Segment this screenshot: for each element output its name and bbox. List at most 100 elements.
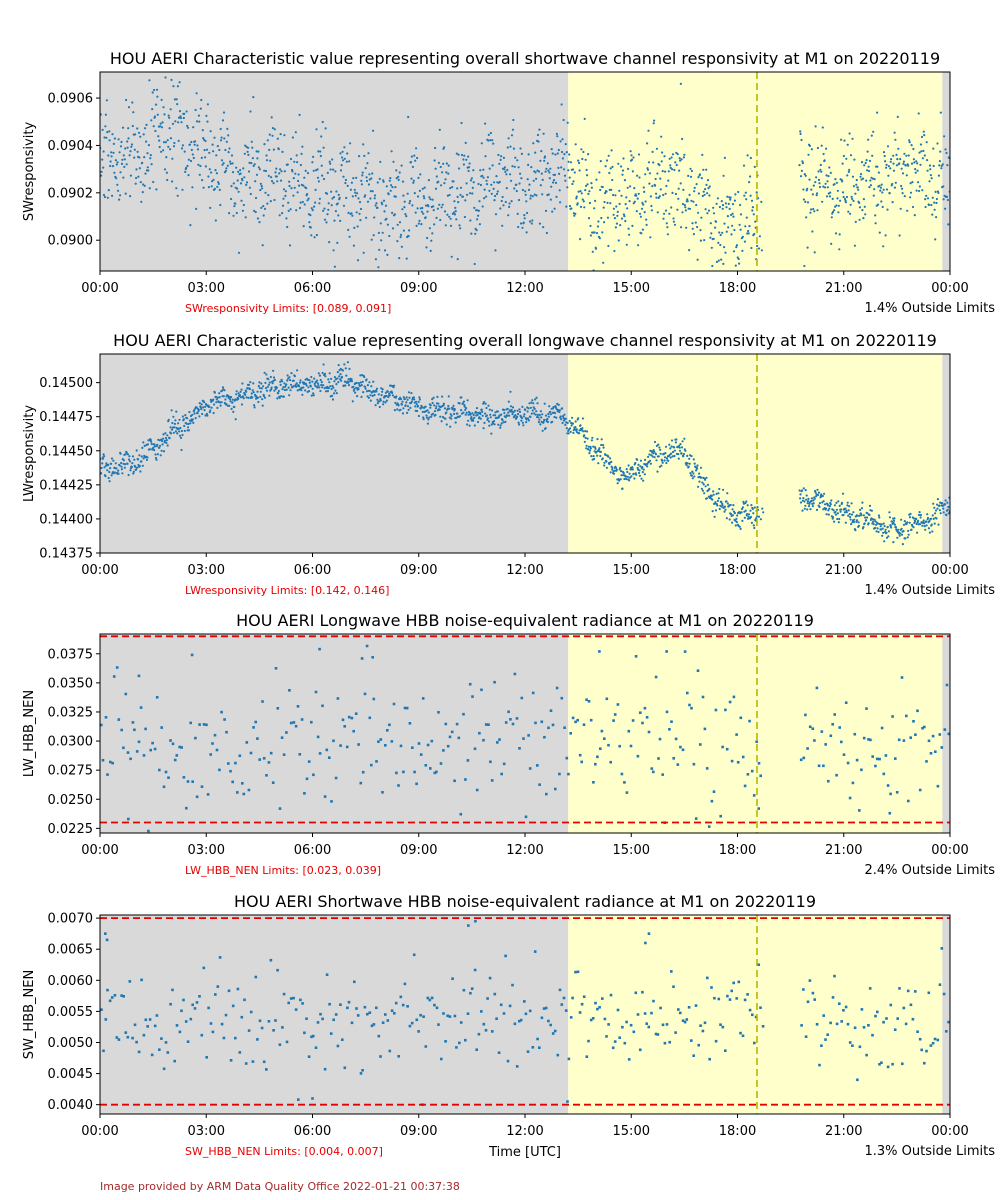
data-point xyxy=(552,406,555,409)
data-point xyxy=(308,379,311,382)
data-point xyxy=(446,194,449,197)
data-point xyxy=(311,161,314,164)
data-point xyxy=(151,741,154,745)
data-point xyxy=(536,1037,539,1041)
data-point xyxy=(341,1038,344,1041)
data-point xyxy=(808,178,811,181)
data-point xyxy=(381,203,384,206)
data-point xyxy=(416,195,420,198)
data-point xyxy=(412,396,415,399)
data-point xyxy=(182,998,185,1002)
data-point xyxy=(798,164,801,167)
data-point xyxy=(576,970,580,974)
data-point xyxy=(258,168,261,171)
data-point xyxy=(516,409,519,412)
data-point xyxy=(163,439,166,442)
data-point xyxy=(702,483,705,486)
data-point xyxy=(812,184,815,187)
data-point xyxy=(673,168,676,172)
data-point xyxy=(431,198,434,201)
data-point xyxy=(220,401,223,404)
data-point xyxy=(637,153,641,156)
data-point xyxy=(827,513,830,516)
data-point xyxy=(578,432,581,435)
data-point xyxy=(739,213,743,216)
data-point xyxy=(433,223,436,226)
data-point xyxy=(577,417,580,420)
data-point xyxy=(364,387,367,390)
data-point xyxy=(566,186,569,189)
data-point xyxy=(354,391,357,394)
data-point xyxy=(607,154,610,157)
data-point xyxy=(486,417,489,420)
data-point xyxy=(276,137,279,140)
data-point xyxy=(389,177,392,180)
data-point xyxy=(445,423,448,426)
data-point xyxy=(231,780,234,784)
data-point xyxy=(363,1005,367,1009)
data-point xyxy=(686,462,689,465)
data-point xyxy=(524,815,528,819)
data-point xyxy=(439,218,442,222)
data-point xyxy=(645,223,648,226)
data-point xyxy=(365,179,369,183)
data-point xyxy=(320,383,323,387)
data-point xyxy=(334,170,337,173)
data-point xyxy=(329,385,332,388)
data-point xyxy=(748,719,751,723)
data-point xyxy=(361,174,364,177)
data-point xyxy=(912,526,915,529)
data-point xyxy=(115,1036,119,1039)
x-tick-label: 09:00 xyxy=(400,563,437,578)
data-point xyxy=(399,408,402,411)
data-point xyxy=(366,384,369,387)
data-point xyxy=(842,154,846,158)
data-point xyxy=(837,500,840,503)
data-point xyxy=(462,712,465,716)
data-point xyxy=(825,174,828,177)
data-point xyxy=(152,88,156,92)
x-tick-label: 15:00 xyxy=(613,1124,650,1139)
data-point xyxy=(282,188,286,191)
data-point xyxy=(909,182,912,185)
data-point xyxy=(112,151,115,154)
data-point xyxy=(328,1002,331,1006)
data-point xyxy=(516,212,519,215)
data-point xyxy=(328,160,331,163)
data-point xyxy=(658,737,662,741)
x-tick-label: 00:00 xyxy=(931,843,968,858)
data-point xyxy=(487,723,490,726)
data-point xyxy=(665,184,668,188)
data-point xyxy=(477,214,480,217)
data-point xyxy=(326,171,329,174)
data-point xyxy=(555,416,558,419)
data-point xyxy=(896,536,899,539)
data-point xyxy=(538,128,541,131)
data-point xyxy=(189,422,192,425)
data-point xyxy=(749,175,752,178)
data-point xyxy=(111,194,114,197)
data-point xyxy=(661,459,664,462)
data-point xyxy=(333,392,336,395)
data-point xyxy=(831,516,835,519)
data-point xyxy=(670,156,673,159)
data-point xyxy=(286,379,289,382)
data-point xyxy=(562,168,566,171)
data-point xyxy=(717,497,721,500)
data-point xyxy=(590,186,594,189)
data-point xyxy=(877,171,881,174)
data-point xyxy=(314,1046,318,1049)
data-point xyxy=(371,172,374,175)
data-point xyxy=(631,468,635,471)
data-point xyxy=(589,718,593,722)
data-point xyxy=(925,1049,928,1053)
data-point xyxy=(289,383,293,386)
data-point xyxy=(401,1003,405,1007)
data-point xyxy=(470,177,473,180)
data-point xyxy=(579,205,583,208)
data-point xyxy=(412,181,415,184)
data-point xyxy=(847,210,850,213)
data-point xyxy=(236,791,239,794)
data-point xyxy=(549,413,552,416)
data-point xyxy=(605,190,608,193)
